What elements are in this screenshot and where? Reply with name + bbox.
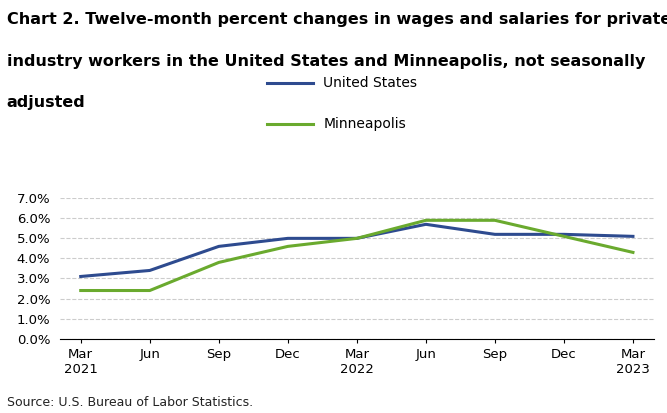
Text: United States: United States — [323, 76, 418, 90]
Text: Source: U.S. Bureau of Labor Statistics.: Source: U.S. Bureau of Labor Statistics. — [7, 396, 253, 409]
Text: Chart 2. Twelve-month percent changes in wages and salaries for private: Chart 2. Twelve-month percent changes in… — [7, 12, 667, 27]
Text: industry workers in the United States and Minneapolis, not seasonally: industry workers in the United States an… — [7, 54, 645, 69]
Text: Minneapolis: Minneapolis — [323, 117, 406, 131]
Text: adjusted: adjusted — [7, 95, 85, 110]
